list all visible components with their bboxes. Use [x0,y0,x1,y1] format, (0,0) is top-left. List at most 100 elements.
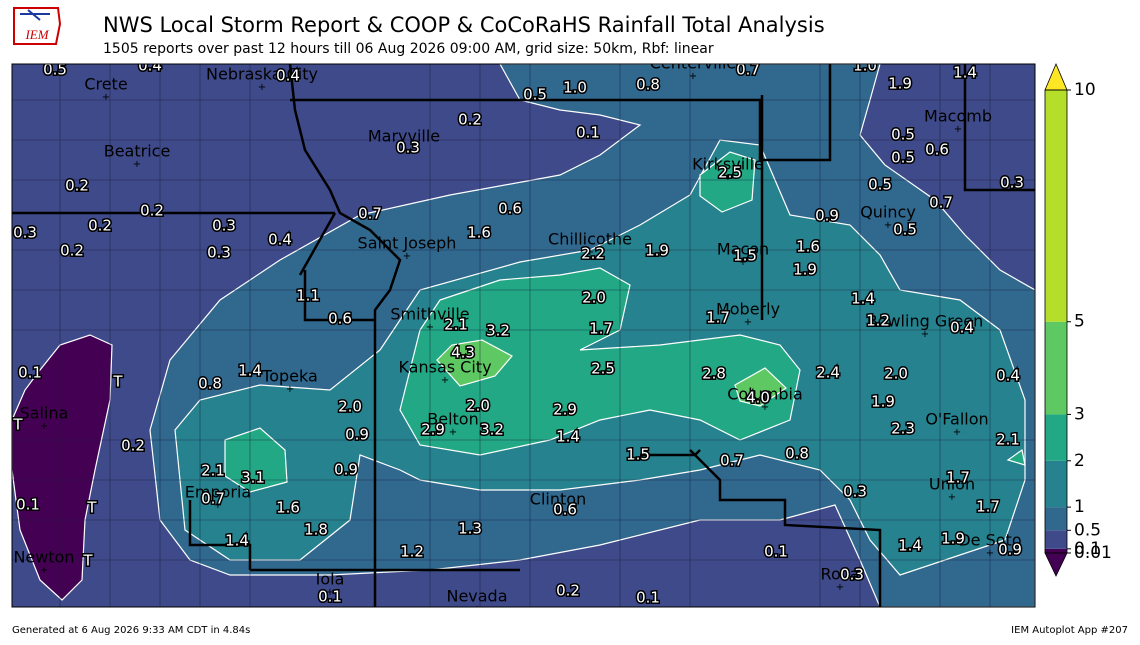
value-label: 0.1 [576,124,600,142]
value-label: 0.7 [720,452,744,470]
city-name: Newton [13,548,74,567]
value-label: 0.2 [88,217,112,235]
value-label: 0.8 [785,445,809,463]
map-frame [11,63,1036,608]
value-label: 0.5 [43,61,67,79]
city-name: Crete [84,75,127,94]
value-label: 2.9 [553,401,577,419]
value-label: 0.5 [891,149,915,167]
value-label: 0.6 [498,200,522,218]
city-plus: + [258,82,266,93]
value-label: 1.5 [733,247,757,265]
value-label: 1.0 [563,79,587,97]
value-label: 0.3 [212,217,236,235]
city-name: Moberly [716,300,780,319]
city-name: Columbia [727,385,803,404]
city-name: Centerville [650,54,737,73]
value-label: 0.1 [18,364,42,382]
city-name: Bowling Green [867,312,984,331]
value-label: 2.3 [891,420,915,438]
city-name: Macon [717,240,769,259]
value-label: 4.0 [746,389,770,407]
value-label: 3.1 [241,469,265,487]
value-label: 0.3 [13,224,37,242]
value-labels: +Crete +Nebraska City +Centerville+Beatric… [12,54,1025,607]
city-plus: + [884,220,892,231]
value-label: 0.2 [65,177,89,195]
value-label: 0.2 [458,111,482,129]
city-plus: + [948,492,956,503]
city-plus: + [953,427,961,438]
value-label: 0.7 [358,205,382,223]
value-label: 0.9 [815,207,839,225]
value-label: 3.2 [480,421,504,439]
value-label: 0.5 [523,86,547,104]
value-label: 0.8 [636,76,660,94]
city-plus: + [954,124,962,135]
city-plus: + [441,375,449,386]
value-label: 1.0 [853,57,877,75]
value-label: 0.9 [345,426,369,444]
value-label: 0.3 [840,566,864,584]
city-plus: + [761,402,769,413]
value-label: 2.8 [702,365,726,383]
footer-right: IEM Autoplot App #207 [1011,625,1128,636]
value-label: 1.7 [589,320,613,338]
value-label: 0.4 [138,57,162,75]
value-label: 1.4 [953,64,977,82]
value-label: 0.2 [60,242,84,260]
city-name: Salina [20,404,69,423]
value-label: 0.9 [998,541,1022,559]
city-name: O'Fallon [925,410,988,429]
value-label: 0.7 [929,194,953,212]
value-label: T [82,552,93,570]
colorbar-tick-label: 10 [1074,80,1096,100]
value-label: 0.6 [925,141,949,159]
city-name: Rolla [821,565,860,584]
value-label: 1.9 [645,242,669,260]
value-label: 0.3 [396,139,420,157]
value-label: 0.1 [16,496,40,514]
value-label: 1.6 [467,224,491,242]
value-label: T [12,416,23,434]
colorbar-tick-label: 3 [1074,404,1085,424]
value-label: 0.6 [328,310,352,328]
value-label: 2.1 [996,431,1020,449]
colorbar-bin [1045,507,1067,531]
value-label: 2.9 [421,421,445,439]
value-label: 1.7 [976,498,1000,516]
value-label: 1.9 [888,75,912,93]
city-plus: + [689,71,697,82]
value-label: 1.6 [276,499,300,517]
city-name: Topeka [261,367,318,386]
value-label: 1.9 [941,530,965,548]
value-label: 0.5 [868,176,892,194]
value-label: 2.2 [581,245,605,263]
value-label: 0.4 [950,319,974,337]
footer-left: Generated at 6 Aug 2026 9:33 AM CDT in 4… [12,625,250,636]
value-label: 0.4 [996,367,1020,385]
city-name: Clinton [530,490,586,509]
city-name: Nebraska City [206,65,318,84]
city-plus: + [40,565,48,576]
colorbar-tick-label: 5 [1074,312,1085,332]
value-label: 4.3 [451,344,475,362]
colorbar: 0.010.10.5 1 2 3 5 10 [1044,62,1112,577]
city-name: Belton [427,410,478,429]
value-label: 0.5 [893,221,917,239]
value-label: 1.4 [556,428,580,446]
colorbar-bin [1045,321,1067,415]
city-name: Saint Joseph [358,234,457,253]
value-label: 0.6 [553,501,577,519]
colorbar-tick-label: 2 [1074,451,1085,471]
city-name: De Soto [958,531,1021,550]
city-name: Kansas City [398,358,491,377]
value-label: 1.9 [871,393,895,411]
city-plus: + [554,507,562,518]
value-label: 1.9 [793,261,817,279]
city-name: Kirksville [692,155,764,174]
city-plus: + [724,172,732,183]
value-label: 0.5 [891,126,915,144]
value-label: 1.7 [706,309,730,327]
value-label: 2.0 [466,397,490,415]
